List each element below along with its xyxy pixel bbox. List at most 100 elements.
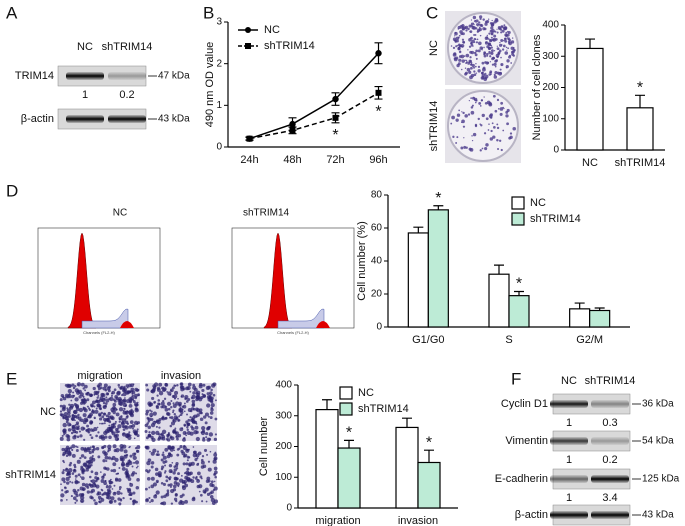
cell bbox=[148, 403, 152, 407]
density-ratio: 0.2 bbox=[602, 454, 617, 466]
x-tick-label: 96h bbox=[369, 154, 387, 166]
y-tick-label: 1 bbox=[216, 100, 222, 111]
cell bbox=[205, 436, 208, 439]
colony bbox=[490, 129, 493, 133]
cell bbox=[152, 448, 157, 453]
cell bbox=[176, 482, 180, 487]
colony bbox=[478, 101, 482, 105]
cell bbox=[191, 420, 196, 424]
marker bbox=[289, 120, 296, 128]
colony bbox=[484, 41, 489, 45]
y-axis-label: Number of cell clones bbox=[531, 34, 543, 140]
cell bbox=[136, 428, 139, 431]
cell bbox=[153, 400, 157, 404]
cell bbox=[158, 403, 161, 406]
colony bbox=[488, 50, 491, 54]
cell bbox=[162, 387, 167, 392]
colony bbox=[510, 62, 513, 64]
cell bbox=[184, 499, 188, 504]
colony bbox=[483, 132, 487, 135]
cell bbox=[99, 422, 101, 425]
histogram-title: shTRIM14 bbox=[243, 208, 290, 219]
bar bbox=[315, 409, 339, 509]
cell bbox=[71, 414, 76, 419]
colony bbox=[494, 17, 499, 22]
colony bbox=[496, 139, 499, 142]
cell bbox=[108, 397, 111, 400]
colony bbox=[506, 49, 508, 51]
cell bbox=[170, 405, 173, 409]
cell bbox=[104, 429, 110, 434]
cell bbox=[98, 413, 102, 417]
colony bbox=[461, 121, 463, 124]
protein-label: Cyclin D1 bbox=[501, 398, 548, 410]
cell bbox=[152, 411, 157, 416]
cell bbox=[150, 415, 153, 418]
colony bbox=[470, 36, 473, 40]
cell bbox=[210, 406, 214, 410]
cell bbox=[91, 455, 94, 458]
lane-label: shTRIM14 bbox=[102, 41, 153, 53]
x-tick-label: NC bbox=[582, 157, 598, 169]
colony bbox=[455, 118, 459, 122]
colony bbox=[460, 146, 464, 150]
colony bbox=[479, 105, 482, 107]
colony bbox=[496, 123, 499, 126]
y-tick-label: 60 bbox=[371, 223, 383, 234]
cell bbox=[96, 492, 100, 496]
error-bar bbox=[514, 290, 524, 296]
cell bbox=[74, 431, 77, 434]
colony bbox=[458, 50, 462, 54]
cell bbox=[82, 395, 85, 398]
cell bbox=[90, 404, 94, 408]
cell bbox=[103, 481, 107, 486]
cell bbox=[79, 476, 82, 478]
cell bbox=[131, 465, 134, 468]
y-tick-label: 0 bbox=[216, 142, 222, 153]
colony bbox=[500, 148, 503, 152]
cell bbox=[74, 385, 77, 388]
error-bar bbox=[344, 439, 354, 449]
y-tick-label: 200 bbox=[542, 82, 559, 93]
cell bbox=[81, 470, 84, 473]
colony bbox=[506, 33, 510, 37]
colony bbox=[507, 37, 511, 41]
colony bbox=[487, 129, 490, 131]
colony bbox=[483, 53, 486, 56]
cell bbox=[201, 455, 205, 458]
cell bbox=[102, 406, 105, 408]
cell bbox=[77, 489, 80, 492]
protein-label: TRIM14 bbox=[15, 70, 54, 82]
cell bbox=[96, 477, 100, 481]
cell bbox=[74, 397, 79, 402]
y-tick-label: 3 bbox=[216, 17, 222, 28]
cell bbox=[180, 474, 183, 477]
cell bbox=[201, 393, 204, 396]
cell bbox=[94, 409, 99, 414]
cell bbox=[130, 396, 135, 401]
cell bbox=[134, 446, 138, 450]
colony bbox=[470, 22, 474, 26]
cell bbox=[183, 453, 188, 458]
colony bbox=[490, 49, 494, 53]
cell bbox=[76, 446, 79, 449]
cell bbox=[61, 407, 66, 412]
colony bbox=[481, 113, 485, 118]
cell bbox=[164, 383, 169, 387]
bar bbox=[395, 426, 419, 509]
cell bbox=[125, 474, 130, 479]
cell bbox=[172, 402, 175, 405]
colony bbox=[472, 96, 475, 100]
colony bbox=[479, 149, 482, 152]
cell bbox=[173, 412, 176, 416]
cell bbox=[164, 460, 168, 463]
cell bbox=[214, 433, 218, 436]
cell bbox=[109, 396, 114, 402]
cell bbox=[167, 446, 172, 450]
cell bbox=[149, 409, 152, 412]
colony bbox=[452, 52, 457, 57]
colony bbox=[482, 66, 486, 70]
colony bbox=[494, 109, 498, 113]
cell bbox=[207, 415, 210, 418]
cell bbox=[73, 490, 78, 495]
